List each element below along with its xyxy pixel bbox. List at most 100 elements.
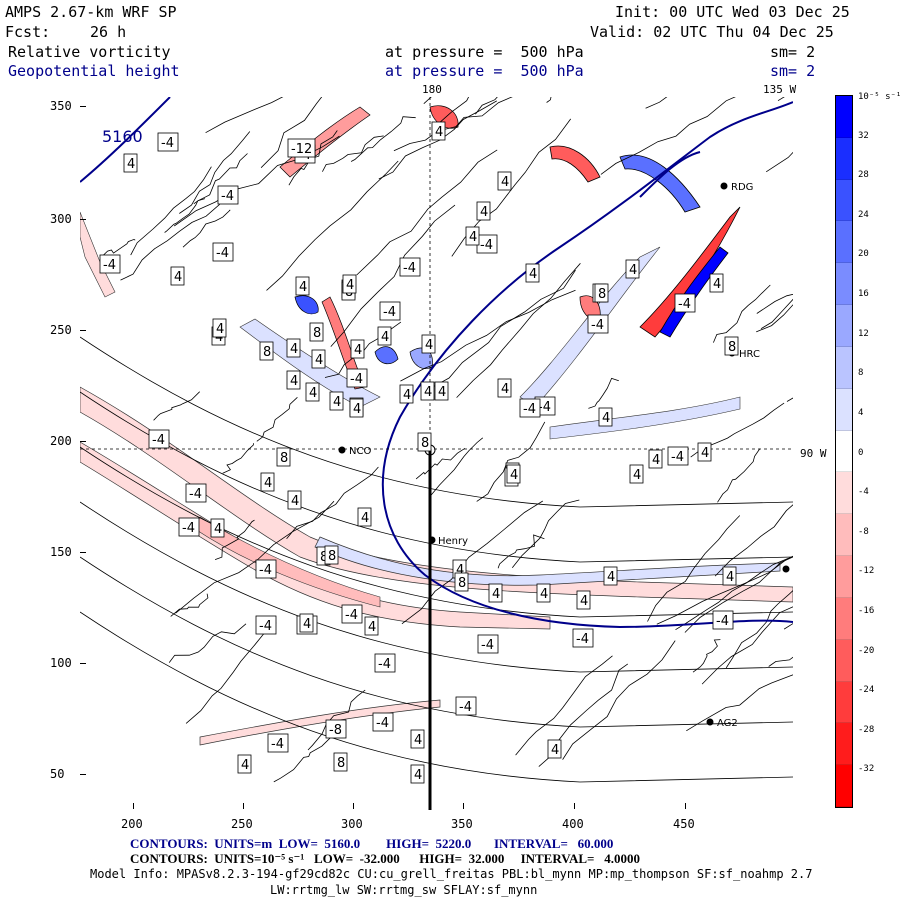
vorticity-contour-line [713,284,771,343]
vorticity-contour-line [415,447,466,480]
x-tick-label: 350 [451,817,473,831]
valid-time: Valid: 02 UTC Thu 04 Dec 25 [590,23,834,41]
y-tick-mark [80,219,86,220]
contour-label: 8 [421,436,429,451]
x-tick-label: 400 [562,817,584,831]
contour-label: -4 [671,450,684,465]
contour-label-box [594,283,609,303]
contour-label: 4 [435,125,443,140]
contour-label-box [157,132,179,152]
contour-label-box [170,266,185,286]
colorbar-cell [836,597,852,640]
colorbar-tick-label: -8 [858,526,869,537]
vorticity-contour-line [330,204,456,347]
contour-label-box [311,349,326,369]
colorbar [835,95,853,808]
contour-label-box [305,382,320,402]
colorbar-tick-label: 32 [858,130,869,141]
colorbar-cell [836,430,852,473]
y-tick-mark [80,774,86,775]
vorticity-contour-line [546,97,552,103]
contour-label-box [572,628,594,648]
contour-label-box [350,339,365,359]
contour-label: 4 [713,277,721,292]
contour-label: 4 [633,468,641,483]
vorticity-contour-line [193,153,248,205]
contour-label-box [477,634,499,654]
contour-label: 4 [403,388,411,403]
contour-label-box [587,314,609,334]
contour-label-box [420,381,435,401]
contour-label-box [267,733,289,753]
contour-label-box [342,274,357,294]
contour-label: -4 [383,305,396,320]
vorticity-contour-line [266,160,399,291]
vorticity-contour-line [756,304,793,333]
contour-label-box [724,336,739,356]
contour-label-box [454,572,469,592]
vorticity-contour-line [675,557,789,631]
vorticity-contour-line [256,397,298,442]
contour-label-box [287,490,302,510]
vorticity-contour-line [717,448,761,503]
contour-label: 8 [280,451,288,466]
y-tick-label: 250 [50,323,72,337]
vorticity-contour-line [656,555,793,625]
contour-label-box [185,483,207,503]
y-tick-mark [80,441,86,442]
contour-label-box [421,334,436,354]
y-tick-mark [80,330,86,331]
x-tick-mark [685,803,686,809]
vorticity-contour-line [185,622,277,724]
x-tick-mark [353,803,354,809]
contour-label: -4 [161,136,174,151]
vorticity-contour-line [80,611,793,783]
contour-label: 4 [501,382,509,397]
colorbar-tick-label: 28 [858,170,869,181]
contour-label-box [309,322,324,342]
contour-label-box [674,293,696,313]
contour-label: 8 [337,756,345,771]
vorticity-contour-line [768,656,793,667]
vorticity-contour-line [120,203,220,281]
station-label-henry: Henry [438,536,468,547]
vorticity-contour-line [431,97,470,135]
vorticity-contour-line [164,198,206,233]
vorticity-contour-line [205,97,284,134]
contour-label: 8 [328,549,336,564]
vorticity-contour-line [102,238,136,257]
contour-label: -4 [182,521,195,536]
contour-label-box [506,464,521,484]
colorbar-cell [836,723,852,766]
contour-label-box [648,449,663,469]
contour-label-box [287,138,316,158]
intense-vortex [321,296,366,390]
vorticity-contour-line [777,97,785,102]
station-marker-edge [782,565,790,573]
vorticity-contour-line [401,500,544,625]
vorticity-contour-line [80,556,793,728]
contour-label-box [259,341,274,361]
x-tick-label: 250 [231,817,253,831]
intense-vortex [549,145,601,183]
intense-vortex [639,206,741,338]
contour-label-box [476,201,491,221]
station-marker-nco [338,446,346,454]
contour-label: 4 [303,617,311,632]
contour-label: -4 [523,402,536,417]
station-marker-ag2 [706,718,714,726]
vorticity-contour-line [350,116,416,162]
contour-label-box [465,226,480,246]
colorbar-cell [836,305,852,347]
vorticity-contour-info: CONTOURS: UNITS=10⁻⁵ s⁻¹ LOW= -32.000 HI… [130,851,640,866]
contour-label-box [722,566,737,586]
vorticity-contour-line [475,97,498,115]
colorbar-tick-label: 24 [858,209,869,220]
contour-label: 4 [299,280,307,295]
contour-label-box [341,604,363,624]
contour-label-box [434,381,449,401]
vorticity-contour-line [686,674,793,732]
contour-label-box [364,616,379,636]
contour-label: 4 [361,511,369,526]
field2-level: at pressure = 500 hPa [385,62,584,80]
